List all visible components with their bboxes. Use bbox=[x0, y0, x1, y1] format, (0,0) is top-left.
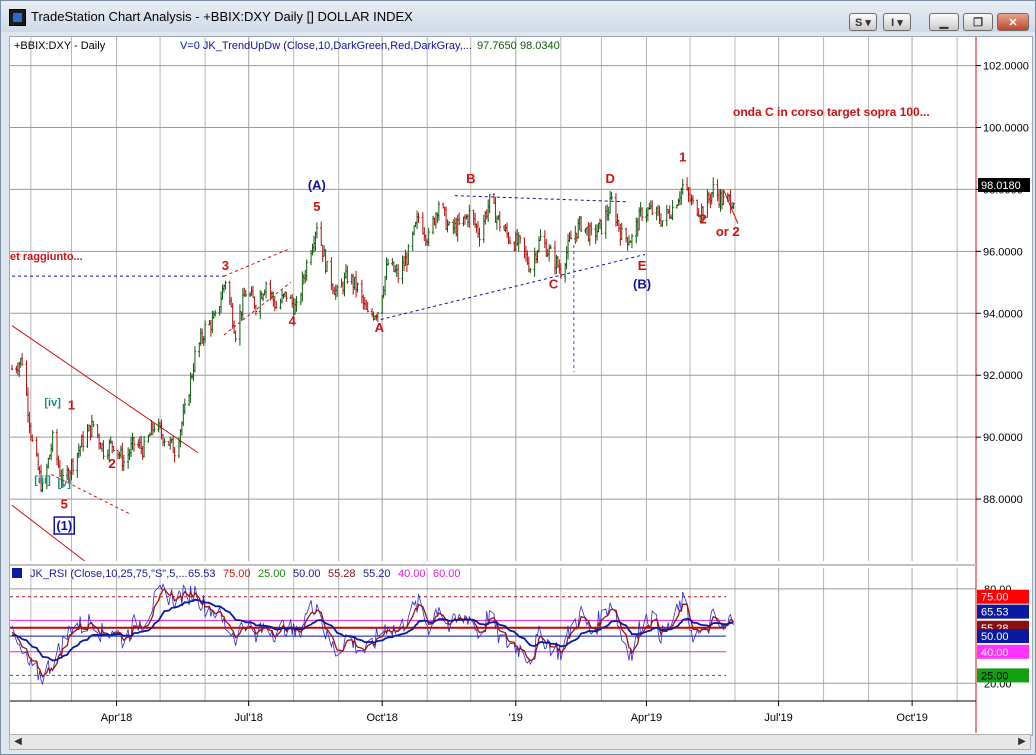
rsi-badge-label-5: 25.00 bbox=[981, 670, 1009, 682]
chart-svg[interactable]: (A) 5 3 4 A B C D E (B) 1 2 or 2 [iv] 1 [iii] [v] 5 (1) 2 8… bbox=[10, 37, 1030, 733]
rsi-value-5: 55.20 bbox=[363, 568, 391, 580]
indicator-value-1: 97.7650 bbox=[477, 40, 517, 52]
indicator-label: V=0 JK_TrendUpDw (Close,10,DarkGreen,Red… bbox=[180, 40, 472, 52]
wave-label-19: 2 bbox=[109, 456, 116, 471]
wave-label-10: 1 bbox=[679, 150, 686, 165]
trendline-4[interactable] bbox=[223, 247, 291, 277]
rsi-badge-label-3: 50.00 bbox=[981, 631, 1009, 643]
price-tick-label: 92.0000 bbox=[983, 370, 1023, 382]
horizontal-scrollbar[interactable]: ◀ ▶ bbox=[9, 734, 1031, 750]
price-tick-label: 90.0000 bbox=[983, 432, 1023, 444]
wave-label-4: A bbox=[375, 320, 385, 335]
wave-label-8: E bbox=[638, 258, 647, 273]
time-tick-label: Apr'19 bbox=[631, 712, 662, 724]
wave-label-15: [iii] bbox=[34, 475, 51, 487]
wave-label-6: C bbox=[549, 277, 559, 292]
rsi-badge-1 bbox=[977, 604, 1029, 619]
symbol-label: +BBIX:DXY - Daily bbox=[14, 40, 106, 52]
rsi-value-7: 60.00 bbox=[433, 568, 461, 580]
rsi-value-2: 25.00 bbox=[258, 568, 286, 580]
time-tick-label: Jul'19 bbox=[764, 712, 792, 724]
wave-annotations: (A) 5 3 4 A B C D E (B) 1 2 or 2 [iv] 1 [iii] [v] 5 (1) 2 bbox=[34, 150, 740, 535]
wave-label-5: B bbox=[466, 171, 475, 186]
trendline-2[interactable] bbox=[454, 195, 628, 203]
price-bars bbox=[10, 177, 735, 493]
panel-divider[interactable] bbox=[10, 564, 976, 566]
annotation-box-18 bbox=[53, 516, 76, 535]
rsi-badge-0 bbox=[977, 589, 1029, 604]
rsi-slow-line bbox=[11, 598, 734, 662]
note-target: onda C in corso target sopra 100... bbox=[733, 105, 930, 119]
indicator-value-2: 98.0340 bbox=[520, 40, 560, 52]
rsi-badge-5 bbox=[977, 668, 1029, 683]
wave-label-2: 3 bbox=[222, 258, 229, 273]
close-icon: ✕ bbox=[1008, 17, 1018, 29]
wave-label-17: 5 bbox=[61, 496, 68, 511]
rsi-value-1: 75.00 bbox=[223, 568, 251, 580]
price-tick-label: 96.0000 bbox=[983, 246, 1023, 258]
s-menu-button[interactable]: S ▾ bbox=[849, 13, 877, 31]
price-tick-label: 88.0000 bbox=[983, 494, 1023, 506]
trendline-7[interactable] bbox=[50, 473, 132, 516]
wave-label-3: 4 bbox=[289, 314, 297, 329]
scroll-left-icon[interactable]: ◀ bbox=[14, 736, 22, 747]
rsi-signal-line bbox=[11, 588, 734, 678]
minimize-button[interactable]: ▁ bbox=[929, 13, 959, 31]
trendline-6[interactable] bbox=[11, 504, 85, 562]
wave-label-0: (A) bbox=[308, 177, 326, 192]
wave-label-12: or 2 bbox=[716, 224, 740, 239]
price-tick-label: 100.0000 bbox=[983, 123, 1029, 135]
price-axis: 88.000090.000092.000094.000096.000098.00… bbox=[10, 61, 1029, 724]
trendlines[interactable] bbox=[11, 189, 739, 562]
rsi-values: 65.53 75.00 25.00 50.00 55.28 55.20 40.00 60.00 bbox=[188, 568, 461, 580]
last-price-badge bbox=[978, 178, 1030, 192]
wave-label-9: (B) bbox=[633, 277, 651, 292]
rsi-value-0: 65.53 bbox=[188, 568, 216, 580]
last-price: 98.0180 bbox=[981, 180, 1021, 192]
rsi-value-3: 50.00 bbox=[293, 568, 321, 580]
time-tick-label: Oct'18 bbox=[366, 712, 397, 724]
rsi-badge-3 bbox=[977, 629, 1029, 644]
tradestation-app-icon bbox=[9, 9, 26, 26]
wave-label-16: [v] bbox=[58, 478, 72, 490]
rsi-color-swatch bbox=[12, 568, 22, 578]
trendline-1[interactable] bbox=[380, 253, 646, 320]
rsi-label: JK_RSI (Close,10,25,75,"S",5,... bbox=[30, 568, 188, 580]
trendline-5[interactable] bbox=[11, 325, 199, 454]
time-tick-label: Oct'19 bbox=[896, 712, 927, 724]
wave-label-11: 2 bbox=[699, 211, 706, 226]
rsi-value-4: 55.28 bbox=[328, 568, 356, 580]
wave-label-14: 1 bbox=[68, 397, 75, 412]
chart-canvas[interactable]: (A) 5 3 4 A B C D E (B) 1 2 or 2 [iv] 1 [iii] [v] 5 (1) 2 8… bbox=[9, 36, 1033, 736]
rsi-badge-label-0: 75.00 bbox=[981, 592, 1009, 604]
window-title: TradeStation Chart Analysis - +BBIX:DXY … bbox=[31, 9, 413, 24]
time-tick-label: Jul'18 bbox=[234, 712, 262, 724]
rsi-badge-label-4: 40.00 bbox=[981, 647, 1009, 659]
minimize-icon: ▁ bbox=[939, 17, 949, 29]
rsi-badge-label-1: 65.53 bbox=[981, 607, 1009, 619]
title-bar: TradeStation Chart Analysis - +BBIX:DXY … bbox=[1, 1, 1035, 32]
restore-icon: ❐ bbox=[973, 17, 983, 29]
trendline-3[interactable] bbox=[223, 281, 292, 336]
time-tick-label: '19 bbox=[509, 712, 523, 724]
grid bbox=[10, 37, 977, 733]
rsi-fast-line bbox=[11, 582, 734, 686]
price-tick-label: 102.0000 bbox=[983, 61, 1029, 73]
time-tick-label: Apr'18 bbox=[101, 712, 132, 724]
restore-button[interactable]: ❐ bbox=[963, 13, 993, 31]
note-left: et raggiunto... bbox=[10, 251, 83, 263]
wave-label-1: 5 bbox=[313, 199, 320, 214]
close-button[interactable]: ✕ bbox=[997, 13, 1029, 31]
wave-label-13: [iv] bbox=[44, 397, 61, 409]
scroll-right-icon[interactable]: ▶ bbox=[1018, 736, 1026, 747]
rsi-badge-4 bbox=[977, 644, 1029, 659]
rsi-value-6: 40.00 bbox=[398, 568, 426, 580]
rsi-lines bbox=[10, 582, 734, 686]
i-menu-button[interactable]: I ▾ bbox=[883, 13, 911, 31]
wave-label-18: (1) bbox=[56, 518, 72, 533]
price-tick-label: 94.0000 bbox=[983, 308, 1023, 320]
wave-label-7: D bbox=[605, 171, 614, 186]
